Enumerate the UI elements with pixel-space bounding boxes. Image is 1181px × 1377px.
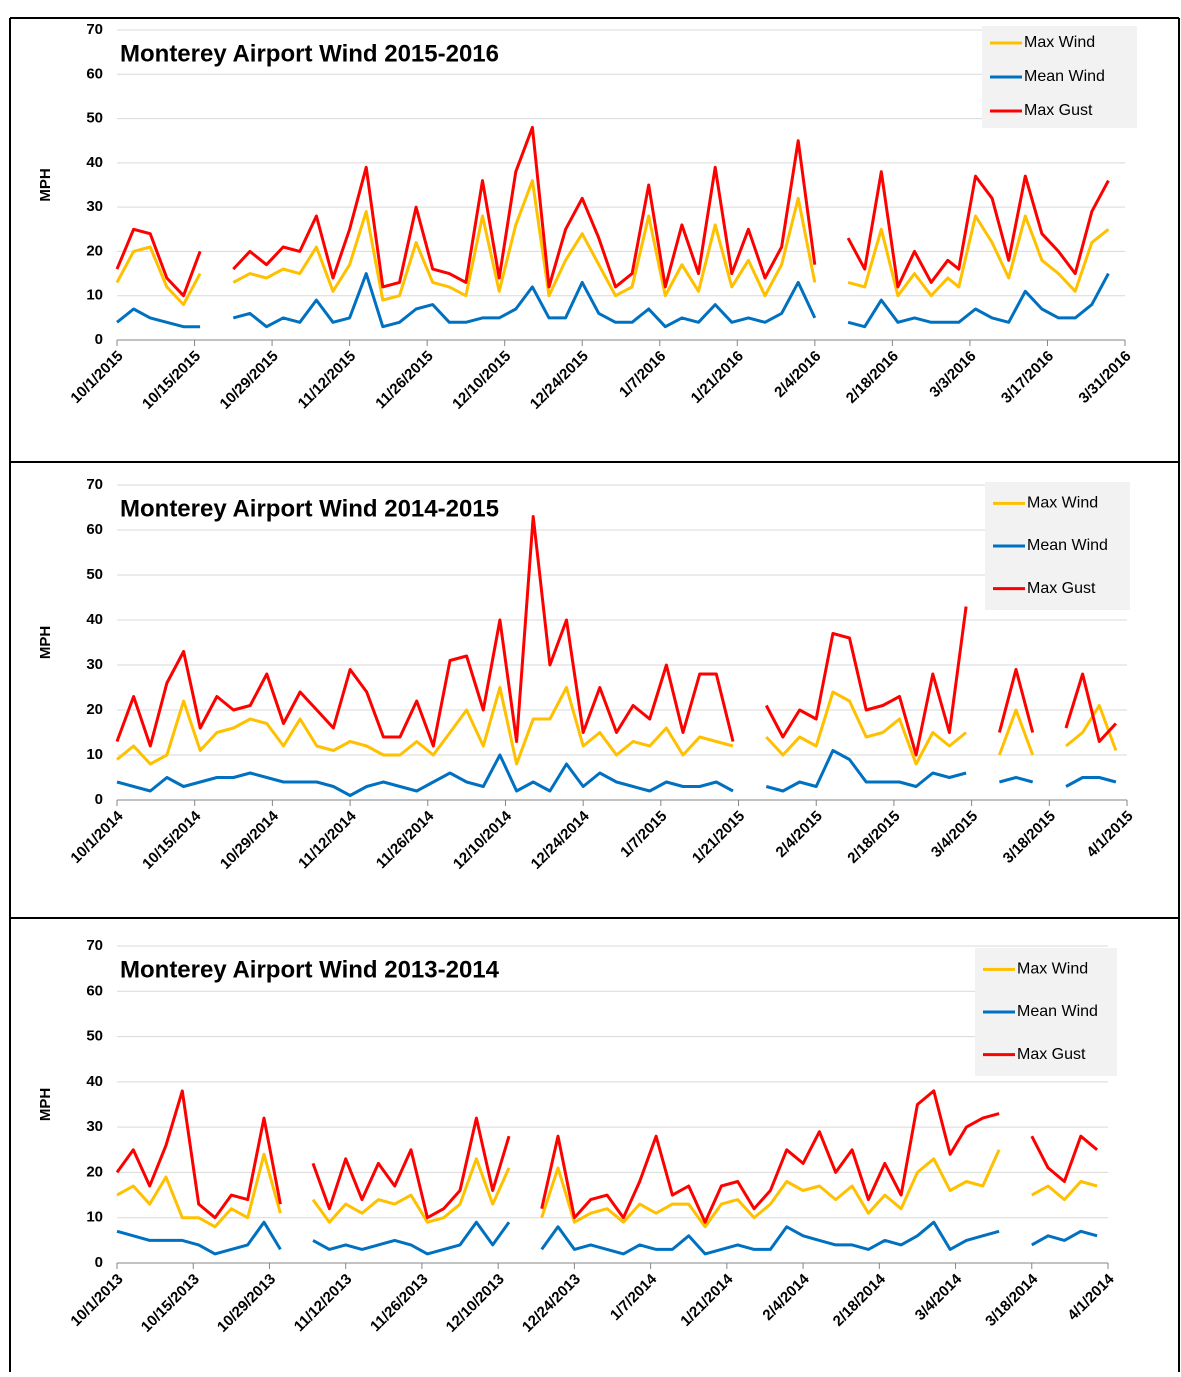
y-tick-label: 0	[95, 331, 103, 348]
y-tick-label: 60	[86, 521, 103, 538]
y-tick-label: 0	[95, 791, 103, 808]
series-line	[115, 125, 1110, 298]
legend-label: Max Gust	[1017, 1046, 1086, 1063]
series-line	[116, 749, 1117, 797]
y-tick-label: 10	[86, 287, 103, 304]
legend-label: Max Wind	[1027, 495, 1098, 512]
legend-label: Max Gust	[1027, 580, 1096, 597]
y-tick-label: 40	[86, 154, 103, 171]
y-tick-label: 40	[86, 1073, 103, 1090]
legend-label: Max Gust	[1024, 102, 1093, 119]
y-tick-label: 30	[86, 656, 103, 673]
chart-title: Monterey Airport Wind 2015-2016	[120, 40, 499, 67]
series-line	[116, 686, 1118, 766]
y-tick-label: 70	[86, 476, 103, 493]
y-tick-label: 20	[86, 1163, 103, 1180]
series-line	[115, 1089, 1099, 1224]
y-tick-label: 60	[86, 982, 103, 999]
legend-label: Max Wind	[1024, 34, 1095, 51]
legend-label: Max Wind	[1017, 961, 1088, 978]
series-line	[115, 515, 1118, 757]
chart-title: Monterey Airport Wind 2013-2014	[120, 956, 500, 983]
y-tick-label: 20	[86, 242, 103, 259]
legend-label: Mean Wind	[1024, 68, 1105, 85]
y-axis-label: MPH	[37, 626, 54, 659]
y-tick-label: 20	[86, 701, 103, 718]
y-tick-label: 50	[86, 1028, 103, 1045]
y-tick-label: 60	[86, 65, 103, 82]
y-tick-label: 70	[86, 21, 103, 38]
y-tick-label: 10	[86, 1209, 103, 1226]
legend-label: Mean Wind	[1027, 537, 1108, 554]
series-line	[116, 1220, 1098, 1256]
y-tick-label: 30	[86, 1118, 103, 1135]
series-line	[116, 272, 1110, 329]
series-line	[115, 179, 1110, 307]
y-tick-label: 40	[86, 611, 103, 628]
series-line	[116, 1149, 1098, 1229]
y-tick-label: 0	[95, 1254, 103, 1271]
y-tick-label: 10	[86, 746, 103, 763]
legend-label: Mean Wind	[1017, 1003, 1098, 1020]
chart-title: Monterey Airport Wind 2014-2015	[120, 495, 499, 522]
y-axis-label: MPH	[37, 168, 54, 201]
y-tick-label: 30	[86, 198, 103, 215]
y-tick-label: 50	[86, 566, 103, 583]
y-tick-label: 50	[86, 110, 103, 127]
y-axis-label: MPH	[37, 1088, 54, 1121]
y-tick-label: 70	[86, 937, 103, 954]
